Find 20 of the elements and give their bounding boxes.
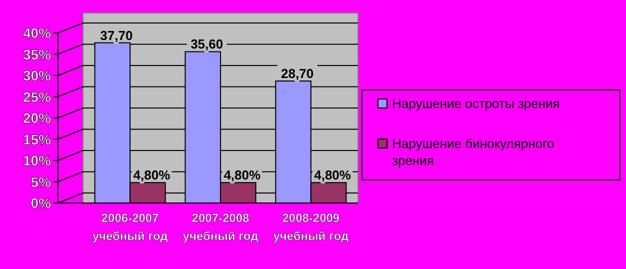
y-tick-label: 10% bbox=[22, 152, 52, 168]
legend-label: Нарушение бинокулярного зрения bbox=[392, 136, 554, 168]
x-tick-label: 2007-2008 учебный год bbox=[182, 211, 259, 243]
data-label: 4,80% bbox=[224, 168, 261, 183]
data-label: 4,80% bbox=[133, 168, 171, 183]
y-tick-label: 30% bbox=[22, 68, 52, 84]
x-tick-label: 2008-2009 учебный год bbox=[273, 211, 350, 243]
y-tick-label: 25% bbox=[22, 88, 52, 105]
data-label: 28,70 bbox=[281, 66, 314, 82]
data-label: 4,80% bbox=[314, 168, 352, 183]
data-label: 37,70 bbox=[100, 28, 133, 43]
y-tick-label: 15% bbox=[22, 131, 52, 148]
y-tick-label: 5% bbox=[30, 174, 52, 190]
y-tick-label: 0% bbox=[30, 195, 52, 211]
y-tick-label: 35% bbox=[22, 46, 52, 62]
x-tick-label: 2006-2007 учебный год bbox=[92, 211, 168, 243]
y-tick-label: 20% bbox=[22, 110, 52, 126]
y-tick-label: 40% bbox=[22, 25, 52, 41]
legend-label: Нарушение остроты зрения bbox=[392, 96, 560, 111]
data-label: 35,60 bbox=[190, 36, 224, 52]
